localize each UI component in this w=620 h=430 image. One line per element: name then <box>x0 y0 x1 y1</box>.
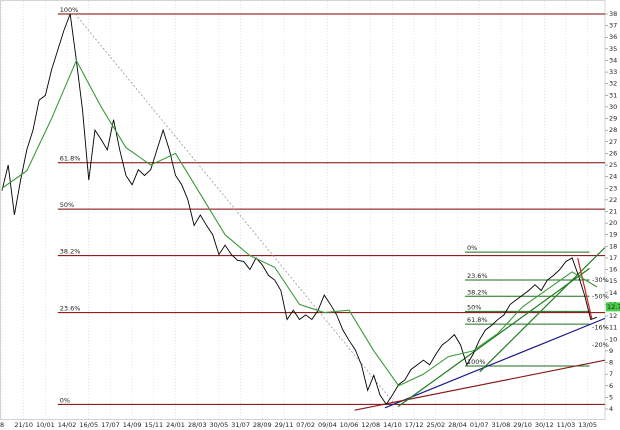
fib-label: 50% <box>467 303 481 311</box>
x-tick-label: 14/02 <box>58 421 77 429</box>
y-tick-label: 38 <box>609 10 617 18</box>
note: -16% <box>592 324 609 332</box>
x-tick-label: 01/07 <box>470 421 489 429</box>
y-tick-label: 5 <box>609 393 613 401</box>
trend-line <box>397 267 590 408</box>
y-tick-label: 6 <box>609 382 613 390</box>
fib-label: 38.2% <box>60 248 81 256</box>
y-tick-label: 34 <box>609 56 617 64</box>
trend-line <box>354 359 606 411</box>
fib-label: 38.2% <box>467 288 488 296</box>
y-tick-label: 11 <box>609 324 617 332</box>
y-tick-label: 25 <box>609 161 617 169</box>
x-tick-label: 24/01 <box>166 421 185 429</box>
x-tick-label: 29/11 <box>275 421 294 429</box>
y-tick-label: 27 <box>609 138 617 146</box>
y-tick-label: 15 <box>609 277 617 285</box>
y-tick-label: 19 <box>609 231 617 239</box>
x-tick-label: 17/07 <box>101 421 120 429</box>
y-tick-label: 33 <box>609 68 617 76</box>
x-tick-label: 28/03 <box>188 421 207 429</box>
fib-label: 100% <box>467 358 486 366</box>
y-tick-label: 36 <box>609 33 617 41</box>
x-tick-label: 30/05 <box>210 421 229 429</box>
x-tick-label: 8 <box>0 421 4 429</box>
y-tick-label: 9 <box>609 347 613 355</box>
x-tick-label: 10/01 <box>36 421 55 429</box>
x-tick-label: 30/12 <box>535 421 554 429</box>
y-tick-label: 21 <box>609 207 617 215</box>
trend-line <box>384 317 606 409</box>
x-tick-label: 14/09 <box>123 421 142 429</box>
y-tick-label: 37 <box>609 22 617 30</box>
note: -30% <box>592 276 609 284</box>
y-tick-label: 16 <box>609 266 617 274</box>
x-tick-label: 25/02 <box>426 421 445 429</box>
x-tick-label: 11/03 <box>557 421 576 429</box>
x-tick-label: 12/08 <box>361 421 380 429</box>
y-tick-label: 12 <box>609 312 617 320</box>
y-tick-label: 4 <box>609 405 613 413</box>
y-tick-label: 8 <box>609 359 613 367</box>
y-tick-label: 14 <box>609 289 617 297</box>
fib-label: 100% <box>60 6 79 14</box>
series-line <box>1 13 598 406</box>
series-line <box>1 59 598 387</box>
x-tick-label: 29/10 <box>513 421 532 429</box>
x-tick-label: 10/06 <box>340 421 359 429</box>
x-tick-label: 13/05 <box>578 421 597 429</box>
note: -20% <box>592 341 609 349</box>
trend-line <box>577 257 593 320</box>
y-tick-label: 31 <box>609 91 617 99</box>
fib-label: 61.8% <box>467 316 488 324</box>
y-tick-label: 26 <box>609 149 617 157</box>
fib-label: 61.8% <box>60 155 81 163</box>
y-tick-label: 30 <box>609 103 617 111</box>
x-tick-label: 07/02 <box>296 421 315 429</box>
x-tick-label: 31/07 <box>231 421 250 429</box>
y-tick-label: 10 <box>609 335 617 343</box>
y-tick-label: 17 <box>609 254 617 262</box>
fib-label: 50% <box>60 201 74 209</box>
y-tick-label: 7 <box>609 370 613 378</box>
y-tick-label: 28 <box>609 126 617 134</box>
y-tick-label: 32 <box>609 80 617 88</box>
plot-frame <box>0 0 606 420</box>
x-tick-label: 28/09 <box>253 421 272 429</box>
x-tick-label: 09/04 <box>318 421 337 429</box>
y-tick-label: 23 <box>609 184 617 192</box>
x-tick-label: 28/04 <box>448 421 467 429</box>
fib-label: 23.6% <box>467 272 488 280</box>
last-price-box <box>606 302 620 312</box>
y-tick-label: 20 <box>609 219 617 227</box>
fib-label: 0% <box>467 244 477 252</box>
x-tick-label: 16/05 <box>79 421 98 429</box>
trend-line <box>479 247 606 373</box>
fib-label: 0% <box>60 396 70 404</box>
y-tick-label: 22 <box>609 196 617 204</box>
x-tick-label: 14/10 <box>383 421 402 429</box>
x-tick-label: 17/12 <box>405 421 424 429</box>
y-tick-label: 18 <box>609 242 617 250</box>
last-price-label: 12.79 <box>607 303 620 311</box>
trend-line <box>74 13 396 405</box>
y-tick-label: 29 <box>609 115 617 123</box>
x-tick-label: 31/08 <box>492 421 511 429</box>
y-tick-label: 35 <box>609 45 617 53</box>
note: -50% <box>592 292 609 300</box>
x-tick-label: 21/10 <box>14 421 33 429</box>
x-tick-label: 15/11 <box>144 421 163 429</box>
fib-label: 23.6% <box>60 305 81 313</box>
y-tick-label: 24 <box>609 173 617 181</box>
